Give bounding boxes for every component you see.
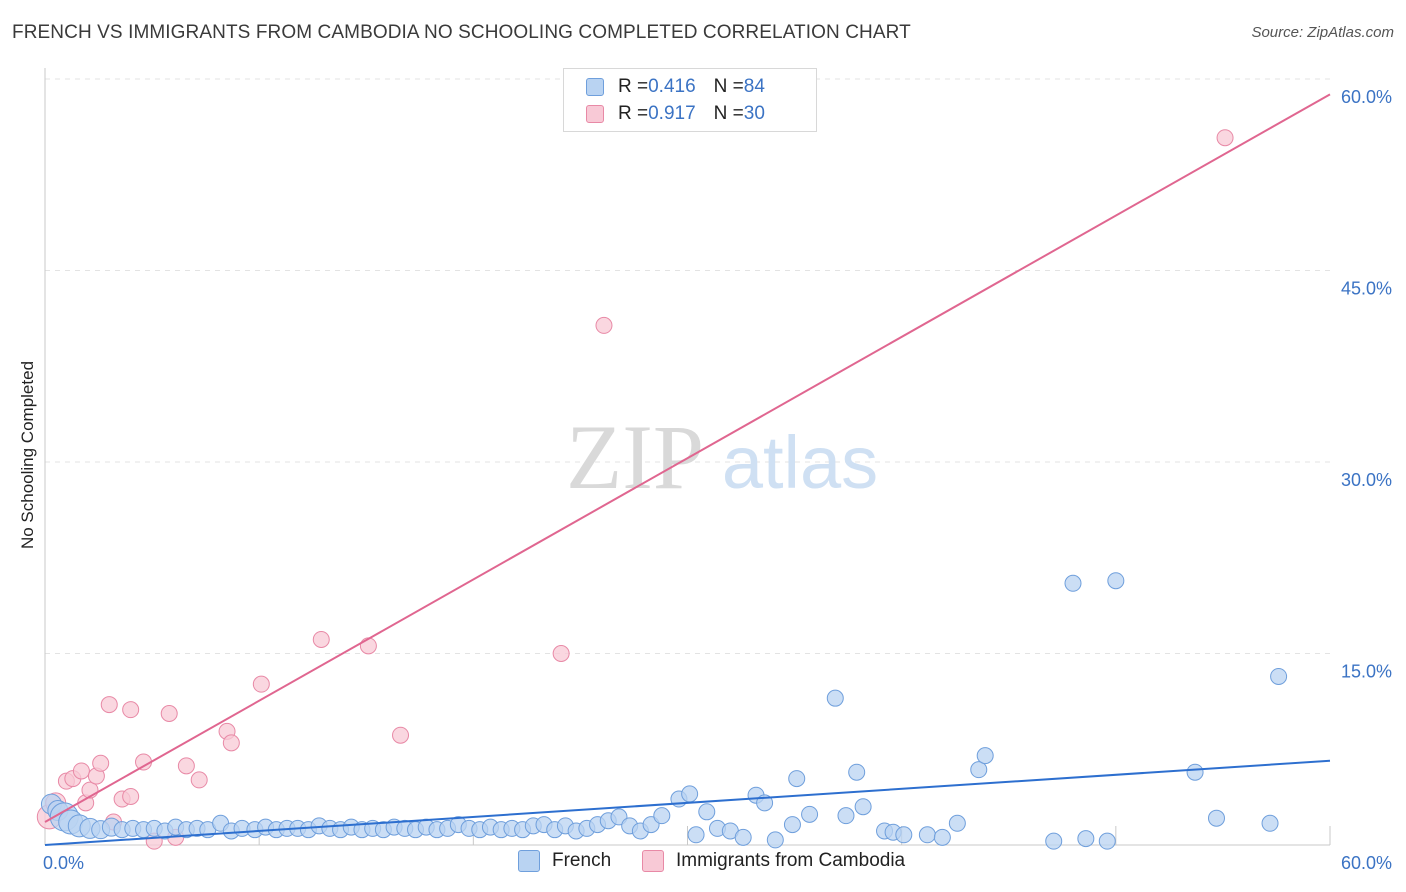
legend-r-value: 0.416	[648, 76, 696, 97]
legend-n-label: N =	[713, 103, 744, 124]
cambodia-point	[100, 696, 118, 714]
french-point	[1077, 830, 1095, 848]
legend-row-french: R = 0.416 N = 84	[586, 74, 765, 100]
french-point	[918, 826, 936, 844]
legend-r-label: R =	[618, 103, 649, 124]
french-point	[1186, 763, 1204, 781]
french-point	[826, 689, 844, 707]
french-point	[801, 805, 819, 823]
cambodia-point	[1216, 129, 1234, 147]
french-point	[653, 807, 671, 825]
bottom-legend-french[interactable]: French	[518, 850, 611, 872]
cambodia-point	[312, 630, 330, 648]
french-point	[854, 798, 872, 816]
cambodia-point	[160, 705, 178, 723]
bottom-legend-cambodia-label: Immigrants from Cambodia	[676, 850, 906, 871]
french-point	[933, 828, 951, 846]
cambodia-point	[122, 701, 140, 719]
french-point	[681, 785, 699, 803]
x-tick-label: 60.0%	[1341, 853, 1392, 873]
cambodia-point	[177, 757, 195, 775]
watermark-zip: ZIP	[566, 406, 704, 508]
french-point	[976, 747, 994, 765]
french-point	[687, 826, 705, 844]
french-swatch	[518, 850, 540, 872]
cambodia-point	[92, 754, 110, 772]
french-point	[1207, 809, 1225, 827]
french-point	[948, 814, 966, 832]
tick-labels: 15.0% 30.0% 45.0% 60.0% 0.0% 60.0%	[43, 87, 1392, 873]
french-point	[783, 816, 801, 834]
y-tick-label: 45.0%	[1341, 279, 1392, 299]
french-point	[1098, 832, 1116, 850]
cambodia-point	[552, 645, 570, 662]
cambodia-trend-line	[44, 93, 1331, 823]
cambodia-point	[222, 734, 240, 752]
french-trend-line	[44, 759, 1331, 846]
french-point	[698, 803, 716, 821]
cambodia-point	[252, 675, 270, 693]
cambodia-point	[392, 726, 410, 744]
french-point	[1064, 574, 1082, 592]
legend-r-value: 0.917	[648, 103, 696, 124]
y-tick-label: 15.0%	[1341, 662, 1392, 682]
watermark-atlas: atlas	[722, 421, 878, 504]
french-point	[848, 763, 866, 781]
french-point	[734, 828, 752, 846]
cambodia-point	[122, 787, 140, 805]
bottom-legend: French Immigrants from Cambodia	[0, 850, 1406, 878]
french-point	[1261, 814, 1279, 832]
chart-title: FRENCH VS IMMIGRANTS FROM CAMBODIA NO SC…	[12, 22, 911, 43]
bottom-legend-french-label: French	[552, 850, 612, 871]
cambodia-point	[72, 762, 90, 780]
french-point	[766, 831, 784, 849]
french-swatch	[586, 78, 604, 96]
cambodia-swatch	[642, 850, 664, 872]
trend-lines	[44, 93, 1331, 846]
french-point	[970, 761, 988, 779]
legend-n-value: 30	[743, 103, 765, 124]
source-label: Source: ZipAtlas.com	[1251, 24, 1394, 41]
legend-box: R = 0.416 N = 84 R = 0.917 N = 30	[563, 68, 817, 132]
bottom-legend-cambodia[interactable]: Immigrants from Cambodia	[642, 850, 905, 872]
french-point	[837, 807, 855, 825]
y-tick-label: 30.0%	[1341, 470, 1392, 490]
french-point	[895, 826, 913, 844]
french-point	[788, 770, 806, 788]
french-points	[40, 572, 1288, 850]
legend-row-cambodia: R = 0.917 N = 30	[586, 101, 765, 127]
cambodia-swatch	[586, 105, 604, 123]
cambodia-point	[595, 316, 613, 334]
legend-n-label: N =	[713, 76, 744, 97]
legend-n-value: 84	[743, 76, 765, 97]
cambodia-point	[190, 771, 208, 789]
y-tick-label: 60.0%	[1341, 87, 1392, 107]
legend-r-label: R =	[618, 76, 649, 97]
french-point	[1270, 667, 1288, 685]
cambodia-point	[359, 637, 377, 655]
french-point	[1045, 832, 1063, 850]
x-tick-label: 0.0%	[43, 853, 84, 873]
french-point	[1107, 572, 1125, 590]
gridlines	[45, 78, 1330, 654]
